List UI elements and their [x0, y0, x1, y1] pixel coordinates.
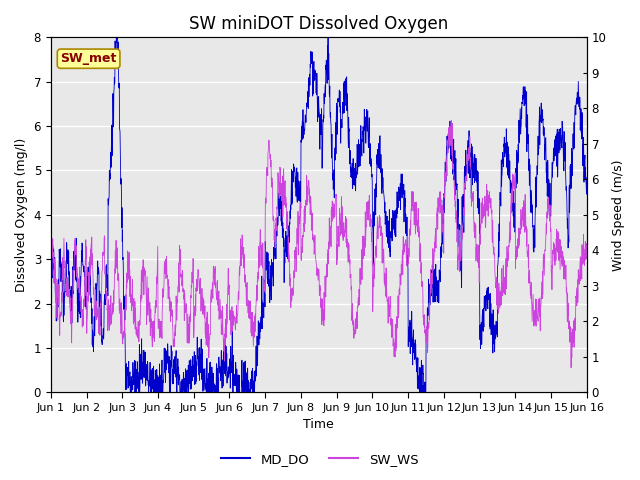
Y-axis label: Dissolved Oxygen (mg/l): Dissolved Oxygen (mg/l)	[15, 138, 28, 292]
Title: SW miniDOT Dissolved Oxygen: SW miniDOT Dissolved Oxygen	[189, 15, 449, 33]
Text: SW_met: SW_met	[60, 52, 116, 65]
Y-axis label: Wind Speed (m/s): Wind Speed (m/s)	[612, 159, 625, 271]
Legend: MD_DO, SW_WS: MD_DO, SW_WS	[216, 447, 424, 471]
X-axis label: Time: Time	[303, 419, 334, 432]
